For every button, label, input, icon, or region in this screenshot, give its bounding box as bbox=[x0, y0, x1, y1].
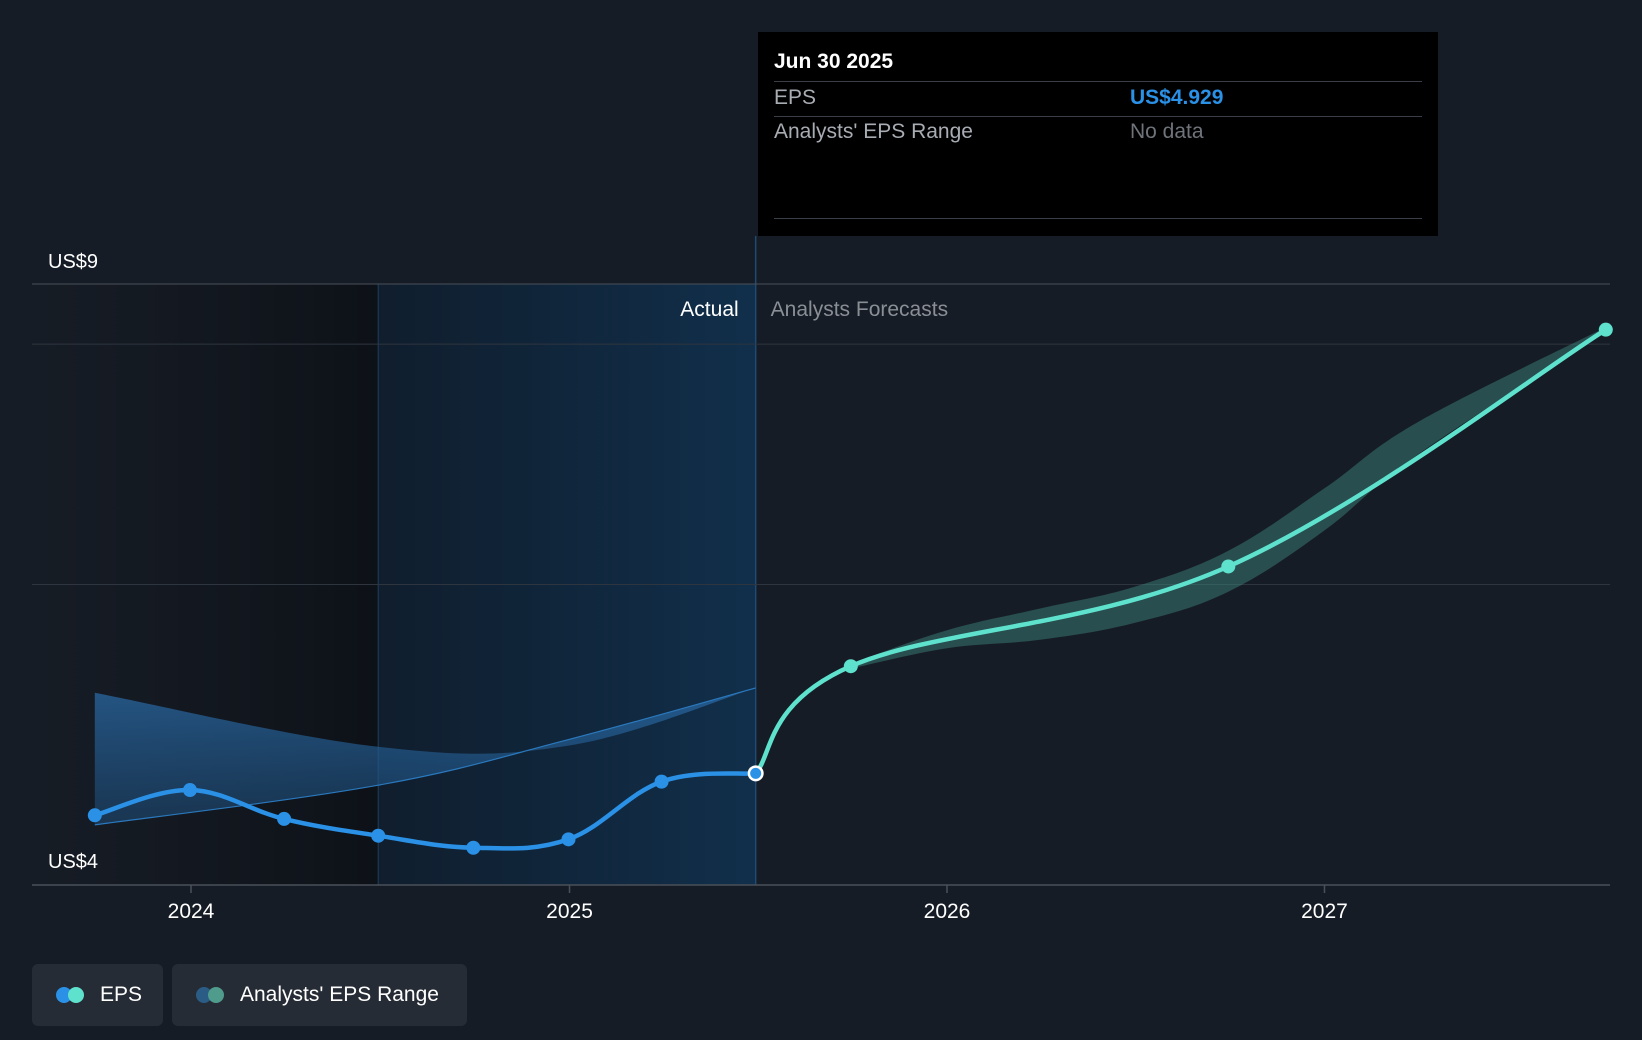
x-tick-label: 2025 bbox=[546, 900, 593, 923]
eps-point-forecast[interactable] bbox=[843, 659, 858, 674]
legend-item-eps-range[interactable]: Analysts' EPS Range bbox=[172, 964, 467, 1026]
eps-forecast-swatch bbox=[68, 987, 84, 1003]
eps-point-actual[interactable] bbox=[654, 774, 669, 789]
range-forecast-swatch bbox=[208, 987, 224, 1003]
eps-range-legend-icon bbox=[196, 987, 226, 1003]
tooltip-divider bbox=[774, 116, 1422, 117]
tooltip-date: Jun 30 2025 bbox=[774, 50, 894, 73]
tooltip-range-label: Analysts' EPS Range bbox=[774, 120, 973, 143]
actual-section-label: Actual bbox=[680, 298, 738, 321]
x-tick-label: 2026 bbox=[924, 900, 971, 923]
legend-label-eps-range: Analysts' EPS Range bbox=[240, 983, 439, 1006]
eps-markers bbox=[87, 322, 1613, 855]
eps-point-actual[interactable] bbox=[182, 783, 197, 798]
eps-range-band-edge bbox=[94, 687, 756, 826]
tooltip-range-value: No data bbox=[1130, 120, 1204, 143]
eps-point-forecast[interactable] bbox=[1221, 559, 1236, 574]
eps-legend-icon bbox=[56, 987, 86, 1003]
tooltip-divider bbox=[774, 218, 1422, 219]
eps-range-bands bbox=[94, 327, 1606, 826]
eps-point-actual[interactable] bbox=[87, 808, 102, 823]
eps-point-highlighted-core bbox=[750, 767, 762, 779]
y-axis-label-bottom: US$4 bbox=[48, 851, 98, 873]
eps-point-forecast[interactable] bbox=[1598, 322, 1613, 337]
axis-labels: US$9 US$4 2024 2025 2026 2027 Actual Analysts F… bbox=[48, 251, 1348, 923]
tooltip-divider bbox=[774, 81, 1422, 82]
gridlines bbox=[32, 283, 1610, 886]
x-tick-label: 2027 bbox=[1301, 900, 1348, 923]
eps-point-actual[interactable] bbox=[371, 828, 386, 843]
eps-range-band-forecast bbox=[850, 327, 1606, 669]
forecast-section-label: Analysts Forecasts bbox=[771, 298, 948, 321]
eps-range-band-history bbox=[94, 687, 756, 825]
eps-point-actual[interactable] bbox=[277, 811, 292, 826]
tooltip-eps-value: US$4.929 bbox=[1130, 86, 1224, 109]
eps-point-actual[interactable] bbox=[466, 840, 481, 855]
y-axis-label-top: US$9 bbox=[48, 251, 98, 273]
legend-item-eps[interactable]: EPS bbox=[32, 964, 163, 1026]
x-tick-label: 2024 bbox=[168, 900, 215, 923]
tooltip-eps-label: EPS bbox=[774, 86, 817, 109]
eps-line-forecast bbox=[753, 327, 1609, 776]
eps-point-actual[interactable] bbox=[561, 832, 576, 847]
tooltip: Jun 30 2025 EPS US$4.929 Analysts' EPS R… bbox=[758, 32, 1438, 236]
legend-label-eps: EPS bbox=[100, 983, 143, 1006]
